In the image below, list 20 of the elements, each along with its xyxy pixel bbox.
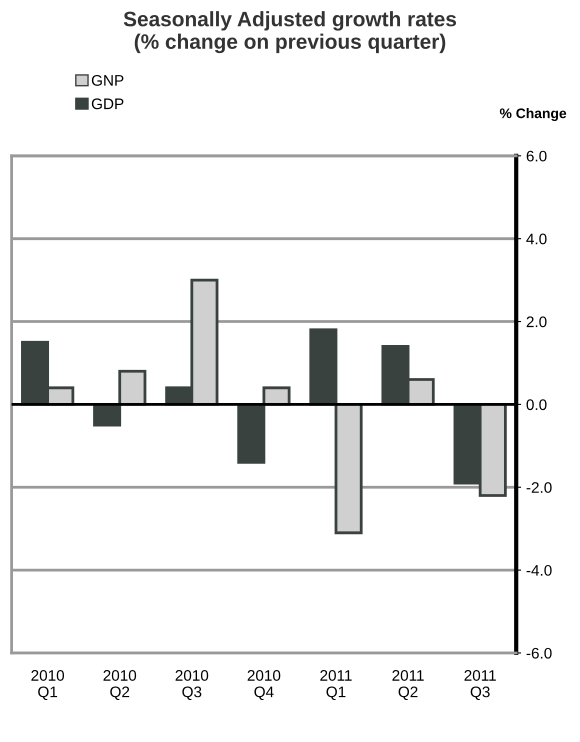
x-tick-label: 2010 Q2 — [104, 670, 136, 700]
y-tick-label: 2.0 — [526, 316, 547, 328]
x-tick-label: 2011 Q2 — [392, 670, 424, 700]
bar — [309, 328, 338, 406]
x-tick-label: 2011 Q1 — [320, 670, 352, 700]
x-tick-label: 2010 Q1 — [31, 670, 64, 700]
y-tick-label: -2.0 — [526, 482, 552, 493]
y-tick-label: -4.0 — [526, 564, 552, 576]
y-axis-title: % Change — [500, 108, 566, 122]
chart-title: Seasonally Adjusted growth rates (% change on previous quarter) — [124, 11, 456, 54]
x-tick-label: 2010 Q3 — [176, 670, 208, 700]
y-tick-label: -6.0 — [526, 648, 552, 659]
bar — [118, 370, 146, 406]
legend-label: GDP — [92, 98, 124, 110]
x-tick-label: 2010 Q4 — [248, 670, 280, 700]
x-tick-label: 2011 Q3 — [464, 670, 496, 700]
y-tick-label: 0.0 — [526, 399, 547, 410]
y-tick-label: 4.0 — [526, 234, 547, 244]
y-tick-label: 6.0 — [526, 150, 547, 162]
legend-label: GNP — [92, 74, 124, 86]
